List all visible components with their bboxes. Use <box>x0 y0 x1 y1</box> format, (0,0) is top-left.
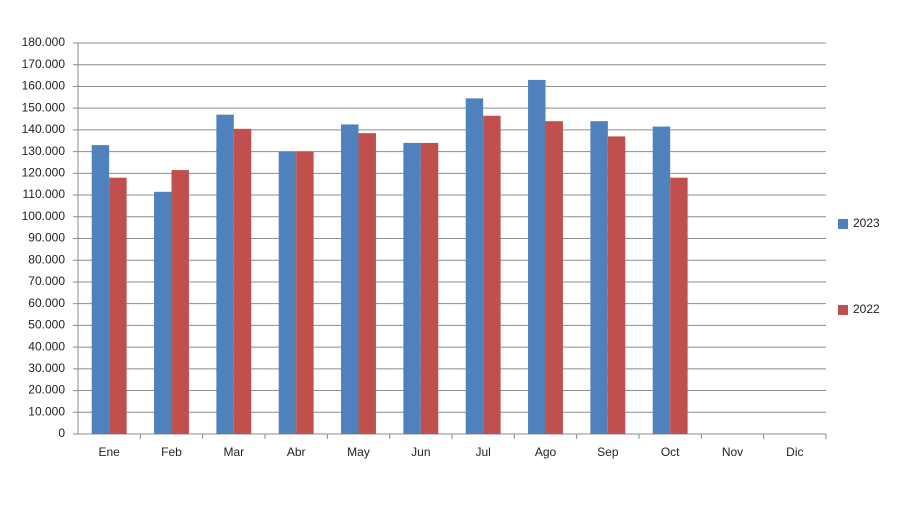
bar <box>607 136 626 434</box>
bar <box>483 115 501 435</box>
x-tick-label: Abr <box>287 445 306 459</box>
y-tick-label: 20.000 <box>28 383 65 397</box>
x-tick-label: Nov <box>722 445 743 459</box>
y-tick-label: 90.000 <box>28 231 65 245</box>
y-tick-label: 0 <box>58 426 65 440</box>
x-tick-label: Sep <box>597 445 619 459</box>
x-tick-label: Ene <box>98 445 120 459</box>
bar <box>670 177 688 434</box>
bar <box>528 79 546 434</box>
y-tick-label: 130.000 <box>22 144 66 158</box>
y-tick-label: 10.000 <box>28 404 65 418</box>
bar <box>358 133 376 434</box>
bar <box>296 151 314 434</box>
bar <box>341 124 359 434</box>
legend-swatch <box>838 219 848 229</box>
y-tick-label: 60.000 <box>28 296 65 310</box>
x-tick-label: Jul <box>475 445 490 459</box>
bar <box>420 142 439 434</box>
y-tick-label: 100.000 <box>22 209 66 223</box>
y-tick-label: 170.000 <box>22 57 66 71</box>
bar <box>278 151 297 434</box>
bar <box>109 177 127 434</box>
bar <box>233 128 252 434</box>
y-tick-label: 30.000 <box>28 361 65 375</box>
legend-label: 2022 <box>853 302 880 316</box>
bar <box>403 142 421 434</box>
bar <box>216 114 234 434</box>
y-tick-label: 80.000 <box>28 252 65 266</box>
bar <box>171 170 189 434</box>
x-tick-label: Jun <box>411 445 430 459</box>
y-tick-label: 150.000 <box>22 100 66 114</box>
y-tick-label: 110.000 <box>23 187 66 201</box>
legend-swatch <box>838 305 848 315</box>
bar <box>91 145 110 434</box>
x-tick-label: Mar <box>223 445 244 459</box>
bar <box>154 191 172 434</box>
x-tick-label: Oct <box>661 445 680 459</box>
y-tick-label: 160.000 <box>22 79 66 93</box>
y-tick-label: 120.000 <box>22 166 66 180</box>
x-tick-label: Dic <box>786 445 803 459</box>
y-tick-label: 180.000 <box>22 35 66 49</box>
legend-label: 2023 <box>853 216 880 230</box>
bar <box>545 121 563 434</box>
x-tick-label: Feb <box>161 445 182 459</box>
x-tick-label: May <box>347 445 370 459</box>
y-tick-label: 40.000 <box>28 339 65 353</box>
bar <box>652 126 671 434</box>
y-tick-label: 70.000 <box>28 274 65 288</box>
x-tick-label: Ago <box>535 445 557 459</box>
bar <box>465 98 484 435</box>
y-tick-label: 50.000 <box>28 318 65 332</box>
bar <box>590 121 608 434</box>
y-tick-label: 140.000 <box>22 122 66 136</box>
